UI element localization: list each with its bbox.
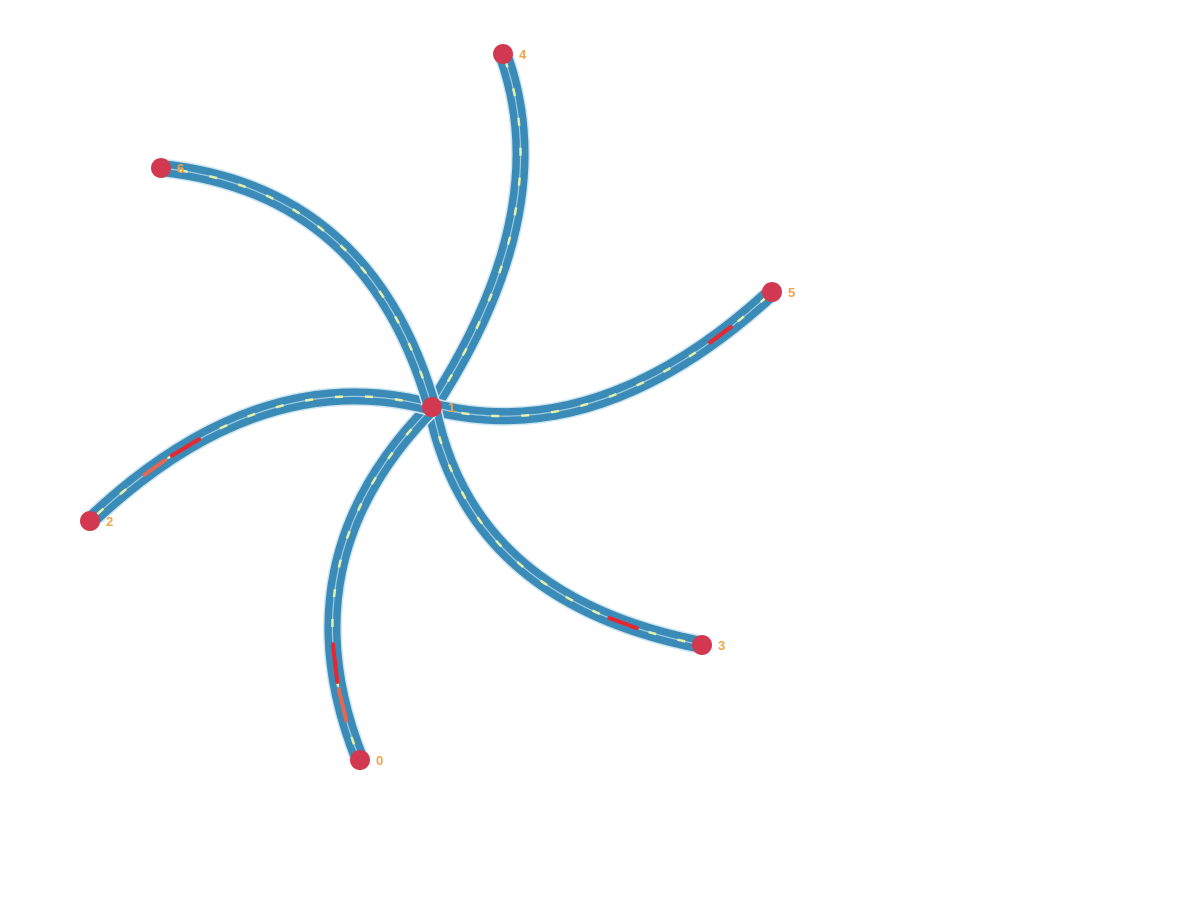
- node-3[interactable]: 3: [692, 635, 725, 655]
- node-label: 6: [177, 161, 184, 176]
- congestion-segment: [169, 437, 202, 458]
- node-marker[interactable]: [762, 282, 782, 302]
- congestion-segment: [330, 642, 340, 684]
- node-label: 4: [519, 47, 527, 62]
- node-marker[interactable]: [692, 635, 712, 655]
- lane-marking: [430, 53, 522, 408]
- road-1-3[interactable]: [422, 397, 712, 655]
- lane-marking: [430, 406, 703, 647]
- node-label: 2: [106, 514, 113, 529]
- node-marker[interactable]: [80, 511, 100, 531]
- node-label: 5: [788, 285, 795, 300]
- node-6[interactable]: 6: [151, 158, 184, 178]
- node-4[interactable]: 4: [493, 44, 527, 64]
- congestion-segment: [142, 458, 167, 477]
- node-label: 3: [718, 638, 725, 653]
- congestion-segment: [607, 616, 639, 631]
- road-1-0[interactable]: [322, 397, 442, 770]
- congestion-segment: [708, 325, 733, 345]
- node-0[interactable]: 0: [350, 750, 383, 770]
- node-marker[interactable]: [422, 397, 442, 417]
- road-centerline: [89, 395, 433, 522]
- road-1-4[interactable]: [422, 44, 531, 417]
- node-marker[interactable]: [493, 44, 513, 64]
- edges-layer: [80, 44, 782, 770]
- congestion-segment: [336, 687, 349, 723]
- node-2[interactable]: 2: [80, 511, 113, 531]
- road-1-5[interactable]: [422, 282, 782, 426]
- node-marker[interactable]: [151, 158, 171, 178]
- node-1[interactable]: 1: [422, 397, 455, 417]
- node-label: 0: [376, 753, 383, 768]
- road-1-2[interactable]: [80, 387, 442, 531]
- road-1-6[interactable]: [151, 158, 442, 417]
- lane-marking: [160, 166, 434, 408]
- node-5[interactable]: 5: [762, 282, 795, 302]
- node-marker[interactable]: [350, 750, 370, 770]
- node-label: 1: [448, 400, 455, 415]
- nodes-layer: 0 1 2 3 4 5 6: [80, 44, 795, 770]
